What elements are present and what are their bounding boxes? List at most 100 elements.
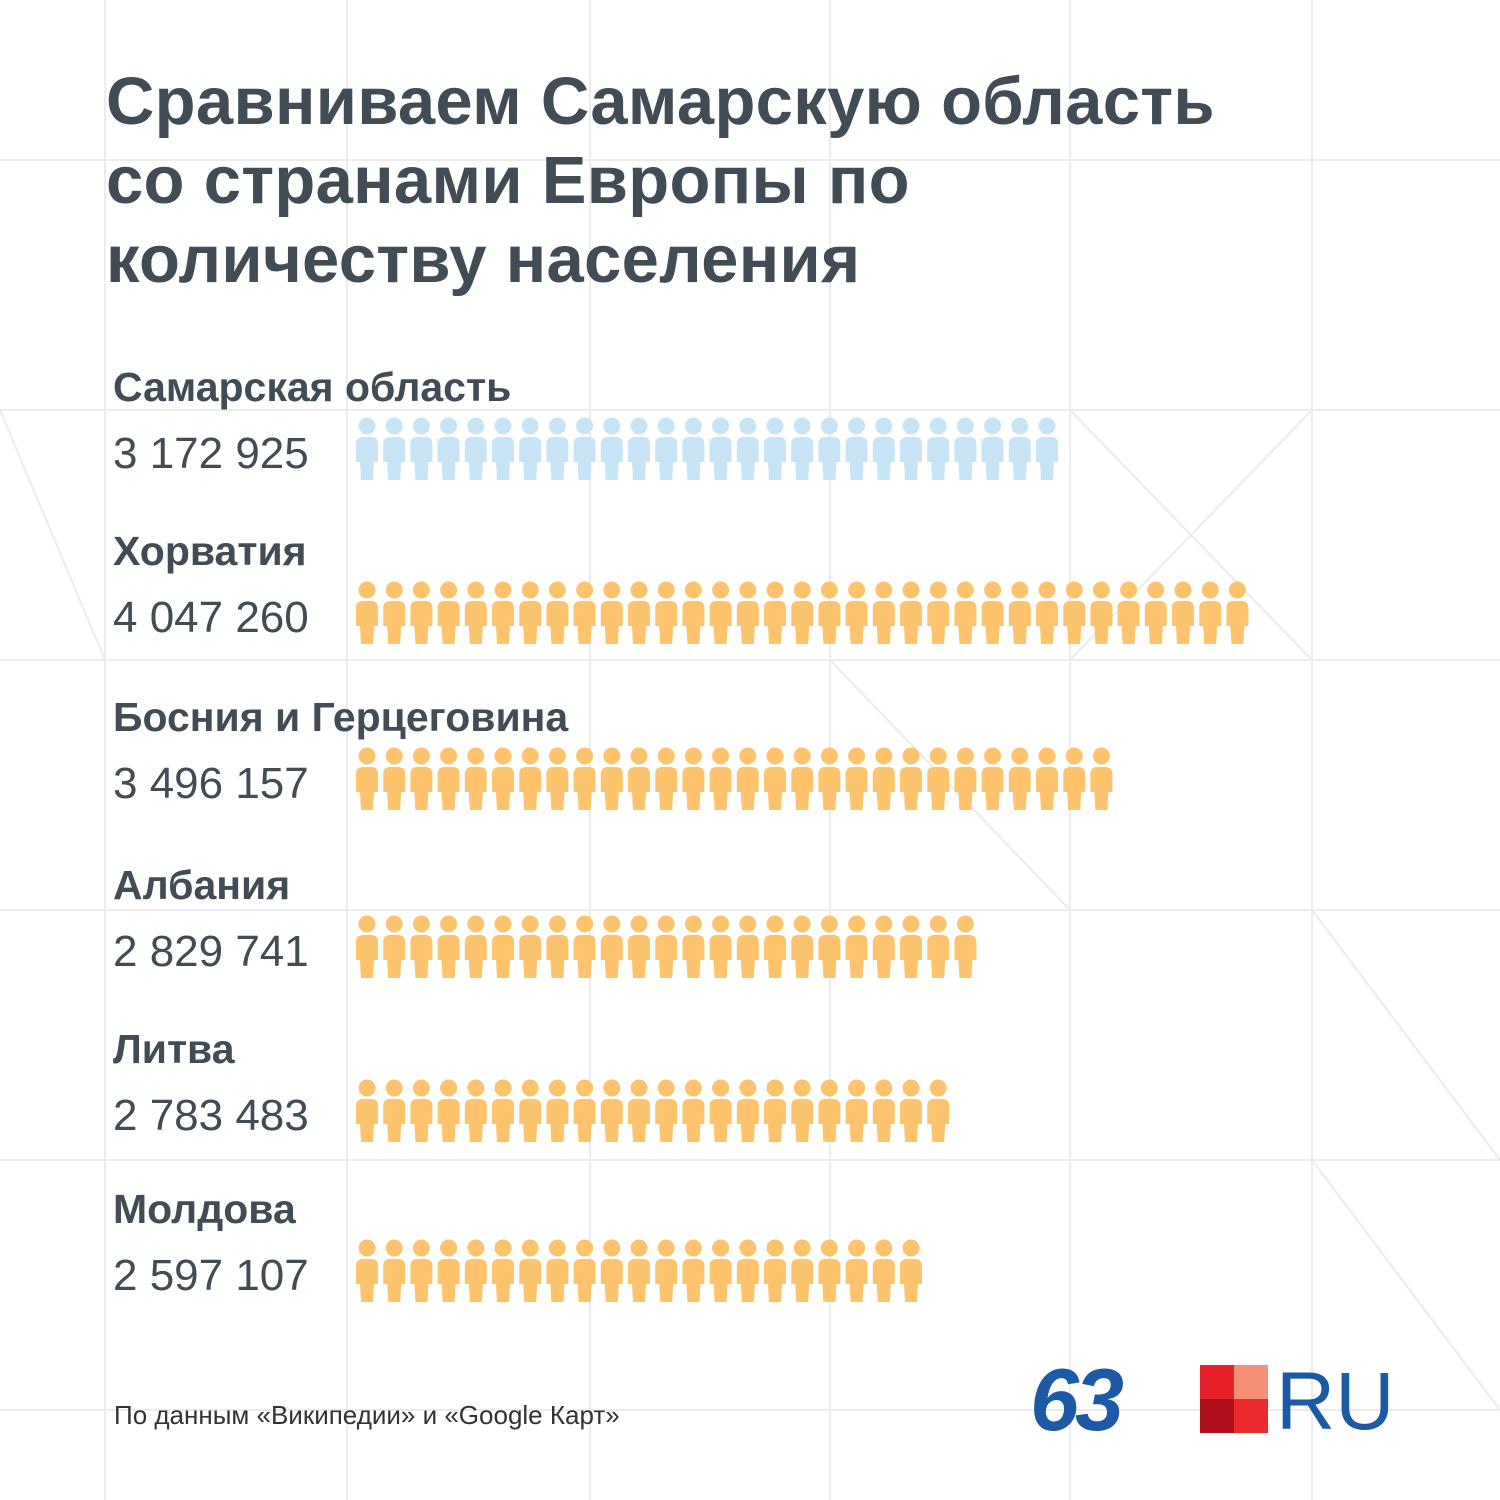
person-icon [736,915,759,978]
person-icon [845,417,868,480]
person-icon [1036,417,1058,480]
person-icon [791,581,814,644]
person-icon [437,417,460,480]
person-icon [437,915,460,978]
person-icon [655,747,678,810]
logo-suffix: RU [1276,1356,1395,1447]
person-icon [383,1239,406,1302]
person-icon [600,747,623,810]
person-icon [954,915,977,978]
person-icon [655,581,678,644]
logo-square-icon [1200,1365,1268,1433]
person-icon [818,581,841,644]
person-icon [764,581,786,644]
person-icon [546,1079,569,1142]
person-icon [383,417,406,480]
person-icon [628,747,650,810]
person-icon [900,417,922,480]
person-icon [410,915,433,978]
person-icon [410,1079,433,1142]
person-icon [872,581,895,644]
person-icon [492,747,514,810]
person-icon [546,747,569,810]
person-icon [464,915,487,978]
person-icon [600,581,623,644]
person-icon [383,1079,406,1142]
person-icon [1008,581,1031,644]
person-icon [546,417,569,480]
source-note: По данным «Википедии» и «Google Карт» [114,1400,620,1430]
person-icon [900,581,922,644]
person-icon [872,1239,895,1302]
person-icon [1144,581,1167,644]
person-icon [573,417,596,480]
person-icon [1063,747,1086,810]
person-icon [600,417,623,480]
person-icon [845,747,868,810]
person-icon [573,1079,596,1142]
category-label: Албания [113,862,290,908]
person-icon [519,1239,542,1302]
person-icon [383,915,406,978]
person-icon [682,1239,705,1302]
person-icon [709,417,732,480]
person-icon [628,1079,650,1142]
person-icon [981,581,1004,644]
logo-number: 63 [1030,1350,1124,1449]
value-label: 2 783 483 [113,1091,309,1140]
person-icon [736,1079,759,1142]
person-icon [519,581,542,644]
person-icon [437,1079,460,1142]
person-icon [356,915,378,978]
person-icon [682,1079,705,1142]
person-icon [1117,581,1140,644]
person-icon [410,1239,433,1302]
person-icon [954,417,977,480]
pictogram-bar [356,581,1249,644]
person-icon [900,747,922,810]
person-icon [546,581,569,644]
person-icon [492,915,514,978]
person-icon [1036,747,1058,810]
person-icon [1090,581,1113,644]
person-icon [954,581,977,644]
person-icon [655,1079,678,1142]
person-icon [981,747,1004,810]
person-icon [791,1239,814,1302]
person-icon [1172,581,1194,644]
title-line: количеству населения [106,222,861,297]
category-label: Самарская область [113,364,511,410]
title-line: Сравниваем Самарскую область [106,64,1215,139]
person-icon [818,915,841,978]
value-label: 4 047 260 [113,593,309,642]
person-icon [600,1239,623,1302]
person-icon [709,1079,732,1142]
person-icon [927,747,950,810]
person-icon [573,1239,596,1302]
person-icon [600,915,623,978]
person-icon [492,581,514,644]
person-icon [736,747,759,810]
person-icon [1090,747,1113,810]
person-icon [492,1079,514,1142]
person-icon [845,1079,868,1142]
person-icon [845,581,868,644]
person-icon [791,747,814,810]
person-icon [492,417,514,480]
person-icon [519,1079,542,1142]
person-icon [546,1239,569,1302]
person-icon [927,581,950,644]
person-icon [356,581,378,644]
person-icon [845,915,868,978]
person-icon [682,747,705,810]
person-icon [1199,581,1222,644]
person-icon [356,1239,378,1302]
person-icon [628,1239,650,1302]
person-icon [764,1239,786,1302]
pictogram-bar [356,1239,922,1302]
person-icon [791,1079,814,1142]
person-icon [1008,747,1031,810]
value-label: 3 496 157 [113,759,309,808]
person-icon [573,581,596,644]
